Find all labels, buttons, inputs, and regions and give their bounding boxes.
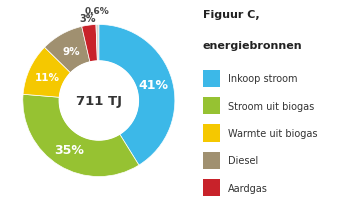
Wedge shape xyxy=(82,25,97,63)
Text: 0,6%: 0,6% xyxy=(85,7,109,16)
Text: Stroom uit biogas: Stroom uit biogas xyxy=(228,101,314,111)
Text: 711 TJ: 711 TJ xyxy=(76,95,122,107)
Text: energiebronnen: energiebronnen xyxy=(203,40,303,50)
Text: Diesel: Diesel xyxy=(228,156,258,166)
Text: 35%: 35% xyxy=(54,143,84,156)
Wedge shape xyxy=(23,48,71,98)
Text: 3%: 3% xyxy=(79,14,96,23)
Text: 9%: 9% xyxy=(62,46,80,57)
Wedge shape xyxy=(96,25,99,62)
Text: 11%: 11% xyxy=(35,73,60,82)
Circle shape xyxy=(59,62,138,140)
Text: 41%: 41% xyxy=(139,79,169,92)
Wedge shape xyxy=(23,95,139,177)
Wedge shape xyxy=(99,25,175,165)
Text: Figuur C,: Figuur C, xyxy=(203,10,259,20)
Text: Warmte uit biogas: Warmte uit biogas xyxy=(228,128,317,138)
Text: Aardgas: Aardgas xyxy=(228,183,268,193)
Text: Inkoop stroom: Inkoop stroom xyxy=(228,74,297,84)
Wedge shape xyxy=(44,27,90,74)
